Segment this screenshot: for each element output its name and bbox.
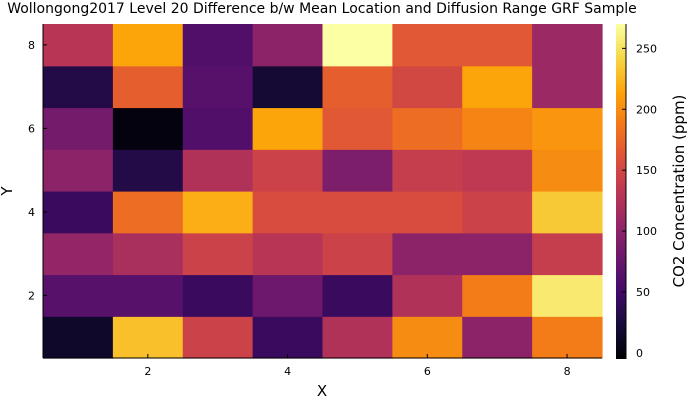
heatmap-cell: [532, 107, 603, 150]
heatmap-cell: [392, 316, 463, 359]
heatmap-cell: [322, 191, 393, 234]
colorbar-tick-label: 250: [636, 42, 657, 55]
heatmap-cell: [43, 274, 114, 317]
heatmap-cell: [252, 274, 324, 317]
heatmap-cell: [43, 191, 114, 234]
colorbar-label: CO2 Concentration (ppm): [670, 95, 688, 288]
heatmap-cell: [182, 107, 254, 150]
x-tick-label: 8: [564, 365, 571, 378]
heatmap-cell: [182, 24, 254, 67]
x-axis-ticks: 2 4 6 8: [144, 354, 571, 378]
heatmap-cell: [252, 65, 324, 109]
x-axis-label: X: [317, 382, 327, 400]
x-tick-label: 4: [284, 365, 291, 378]
heatmap-cell: [182, 149, 254, 192]
heatmap-cell: [322, 24, 393, 67]
heatmap-cell: [43, 65, 114, 109]
heatmap-cell: [112, 65, 184, 109]
chart-title: Wollongong2017 Level 20 Difference b/w M…: [7, 1, 637, 17]
heatmap-cell: [43, 107, 114, 150]
heatmap-cell: [43, 232, 114, 276]
heatmap-cell: [532, 65, 603, 109]
y-tick-label: 4: [28, 206, 35, 219]
heatmap-cell: [392, 65, 463, 109]
colorbar-tick-label: 200: [636, 103, 657, 116]
heatmap-cell: [43, 149, 114, 192]
heatmap-cell: [392, 232, 463, 276]
heatmap-cell: [112, 316, 184, 359]
y-axis-ticks: 2 4 6 8: [28, 39, 47, 302]
heatmap-cell: [462, 24, 533, 67]
heatmap-cell: [112, 24, 184, 67]
heatmap-cell: [252, 191, 324, 234]
x-tick-label: 6: [424, 365, 431, 378]
heatmap-cell: [112, 107, 184, 150]
heatmap-cell: [182, 191, 254, 234]
heatmap-cell: [532, 316, 603, 359]
colorbar: [616, 24, 626, 359]
heatmap-cell: [532, 149, 603, 192]
colorbar-tick-label: 150: [636, 164, 657, 177]
heatmap-cell: [532, 274, 603, 317]
heatmap-cell: [392, 274, 463, 317]
heatmap-cell: [112, 191, 184, 234]
heatmap-cell: [252, 316, 324, 359]
heatmap-cell: [462, 65, 533, 109]
y-axis-label: Y: [0, 186, 16, 197]
heatmap-cell: [532, 232, 603, 276]
colorbar-tick-label: 100: [636, 225, 657, 238]
heatmap-cell: [462, 316, 533, 359]
heatmap-cell: [322, 274, 393, 317]
heatmap-cell: [43, 24, 114, 67]
heatmap-cell: [112, 232, 184, 276]
x-tick-label: 2: [144, 365, 151, 378]
y-tick-label: 2: [28, 289, 35, 302]
heatmap-cell: [252, 107, 324, 150]
heatmap-cell: [392, 24, 463, 67]
colorbar-tick-label: 0: [636, 347, 643, 360]
heatmap-cell: [462, 149, 533, 192]
heatmap-cell: [392, 191, 463, 234]
heatmap-cell: [112, 149, 184, 192]
heatmap-cell: [532, 191, 603, 234]
heatmap-cell: [392, 107, 463, 150]
heatmap-cell: [462, 107, 533, 150]
heatmap-cell: [252, 24, 324, 67]
heatmap-cell: [532, 24, 603, 67]
heatmap-cell: [182, 316, 254, 359]
heatmap-cell: [322, 316, 393, 359]
colorbar-tick-label: 50: [636, 286, 650, 299]
heatmap-cell: [462, 274, 533, 317]
heatmap-cell: [462, 191, 533, 234]
heatmap-cell: [112, 274, 184, 317]
y-tick-label: 6: [28, 122, 35, 135]
heatmap-cell: [322, 232, 393, 276]
heatmap-cell: [252, 232, 324, 276]
heatmap-cell: [182, 232, 254, 276]
colorbar-ticks: 0 50 100 150 200 250: [622, 42, 657, 360]
heatmap-cell: [252, 149, 324, 192]
heatmap-cell: [182, 274, 254, 317]
heatmap-cell: [322, 149, 393, 192]
heatmap-cell: [392, 149, 463, 192]
heatmap-cells: [43, 24, 603, 359]
y-tick-label: 8: [28, 39, 35, 52]
heatmap-cell: [322, 107, 393, 150]
heatmap-cell: [462, 232, 533, 276]
heatmap-cell: [43, 316, 114, 359]
heatmap-cell: [182, 65, 254, 109]
heatmap-cell: [322, 65, 393, 109]
